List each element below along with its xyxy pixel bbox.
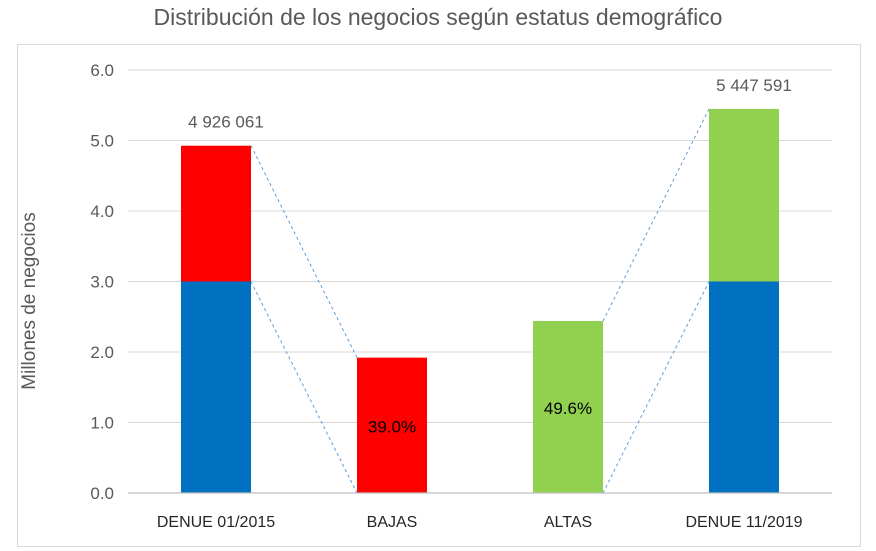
data-label: 39.0% [368,417,416,436]
x-tick-label: DENUE 11/2019 [685,514,802,531]
data-labels: 4 926 061 39.0% 49.6% 5 447 591 [188,76,792,436]
bar-segment [357,357,427,493]
chart-title: Distribución de los negocios según estat… [153,4,723,30]
data-label: 5 447 591 [716,76,792,95]
y-tick-label: 0.0 [90,484,114,503]
y-tick-label: 6.0 [90,61,114,80]
y-tick-label: 5.0 [90,132,114,151]
bar-segment [709,281,779,493]
data-label: 49.6% [544,399,592,418]
y-tick-label: 2.0 [90,343,114,362]
y-tick-label: 3.0 [90,273,114,292]
y-tick-label: 1.0 [90,414,114,433]
bar-segment [709,108,779,282]
chart-border [17,44,861,547]
data-label: 4 926 061 [188,113,264,132]
connector-line [602,281,710,494]
bar-segment [533,320,603,493]
x-tick-label: ALTAS [544,514,592,531]
bar-segment [181,281,251,493]
bars [181,108,779,493]
x-tick-label: BAJAS [367,514,418,531]
x-tick-label: DENUE 01/2015 [157,514,275,531]
y-tick-label: 4.0 [90,202,114,221]
bar-segment [181,145,251,282]
connector-line [250,145,358,358]
connectors [250,108,710,494]
connector-line [250,281,358,494]
axis-ticks: 0.0 1.0 2.0 3.0 4.0 5.0 6.0 DENUE 01/2015 BAJAS A… [90,61,832,531]
